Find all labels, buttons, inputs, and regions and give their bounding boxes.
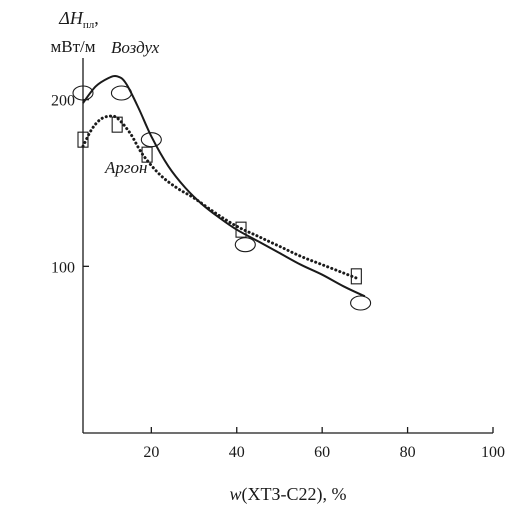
marker-square-1-2 [141,146,153,163]
marker-square-1-4 [350,268,362,285]
series-label-argon: Аргон [104,158,147,177]
x-tick-label-20: 20 [143,444,159,461]
x-tick-label-60: 60 [314,444,330,461]
y-axis-label-subscript: пл [83,19,95,31]
tick-labels: 20 40 60 80 100 100 200 [51,93,505,461]
x-tick-label-40: 40 [229,444,245,461]
y-tick-label-200: 200 [51,93,75,110]
markers [72,85,372,311]
curves [81,74,366,298]
marker-ellipse-0-4 [350,295,372,311]
y-axis-label-line1: ΔHпл, [58,8,98,31]
y-axis-label-symbol: ΔH [58,8,84,28]
marker-ellipse-0-3 [234,237,256,253]
series-line-1 [81,114,358,280]
x-axis-label-var: w [229,484,241,504]
y-tick-label-100: 100 [51,259,75,276]
ticks [83,99,494,433]
series-line-0 [82,74,366,298]
series-label-air: Воздух [111,38,160,57]
marker-ellipse-0-1 [110,85,132,101]
x-tick-label-100: 100 [481,444,505,461]
axes [82,58,493,434]
marker-square-1-0 [77,131,89,148]
y-axis-label-comma: , [94,8,99,28]
marker-ellipse-0-0 [72,85,94,101]
marker-square-1-1 [111,116,123,133]
y-axis-label-line2: мВт/м [50,37,95,56]
marker-square-1-3 [235,221,247,238]
x-tick-label-80: 80 [400,444,416,461]
x-axis-label-rest: (ХТЗ-С22), % [242,484,347,505]
x-axis-label: w(ХТЗ-С22), % [229,484,346,505]
